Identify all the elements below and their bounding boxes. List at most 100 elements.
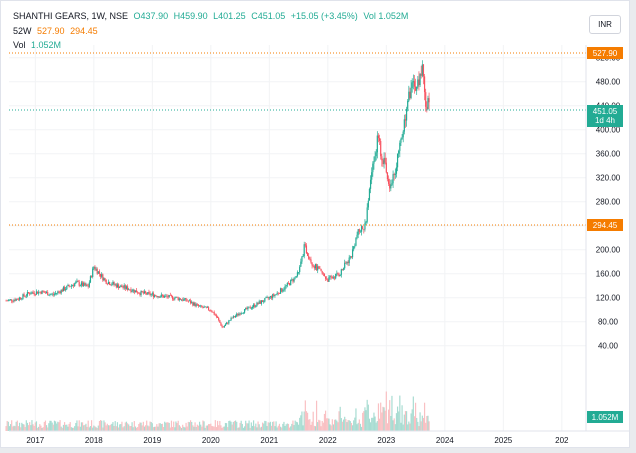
volume-bar xyxy=(200,424,202,431)
volume-bar xyxy=(237,427,239,431)
volume-bar xyxy=(410,413,412,431)
candle-body xyxy=(425,92,427,107)
candle-body xyxy=(305,245,308,254)
y-tick-label: 400.00 xyxy=(596,126,621,135)
volume-bar xyxy=(303,411,305,431)
volume-bar xyxy=(328,418,330,431)
candle-body xyxy=(167,296,169,298)
volume-bars xyxy=(5,391,430,431)
volume-bar xyxy=(123,426,125,431)
candle-body xyxy=(56,293,58,294)
volume-bar xyxy=(49,420,51,431)
volume-bar xyxy=(42,427,44,431)
candle-body xyxy=(107,281,110,285)
volume-bar xyxy=(165,422,167,431)
candle-body xyxy=(427,98,429,110)
volume-bar xyxy=(272,421,274,431)
volume-bar xyxy=(403,414,405,431)
currency-button[interactable]: INR xyxy=(589,15,621,34)
candle-body xyxy=(11,299,13,302)
volume-bar xyxy=(394,424,396,431)
volume-bar xyxy=(30,425,32,431)
volume-bar xyxy=(269,421,272,431)
candle-body xyxy=(428,98,430,103)
volume-bar xyxy=(223,426,225,431)
candle-body xyxy=(347,262,349,264)
volume-bar xyxy=(318,419,320,431)
price-chart[interactable]: 520.00480.00440.00400.00360.00320.00280.… xyxy=(1,1,630,448)
volume-bar xyxy=(182,424,184,431)
volume-bar xyxy=(211,425,213,431)
y-tick-label: 40.00 xyxy=(598,342,619,351)
candle-body xyxy=(57,291,59,294)
candle-body xyxy=(88,282,90,287)
candle-body xyxy=(125,286,128,289)
volume-bar xyxy=(191,421,193,431)
volume-bar xyxy=(339,406,341,431)
candle-body xyxy=(49,294,51,296)
candle-body xyxy=(178,298,180,301)
volume-bar xyxy=(70,427,72,431)
candle-body xyxy=(151,293,153,295)
candle-body xyxy=(324,276,327,279)
volume-bar xyxy=(132,427,134,431)
candle-body xyxy=(328,277,330,282)
volume-bar xyxy=(36,427,39,431)
volume-bar xyxy=(142,421,144,431)
volume-bar xyxy=(346,422,348,431)
candle-body xyxy=(22,294,24,299)
volume-bar xyxy=(129,426,131,431)
candle-body xyxy=(267,297,269,299)
candle-body xyxy=(216,316,219,318)
candle-body xyxy=(214,314,216,316)
candle-body xyxy=(283,289,285,291)
y-tick-label: 280.00 xyxy=(596,198,621,207)
volume-bar xyxy=(204,427,206,431)
candle-body xyxy=(169,294,171,296)
volume-bar xyxy=(63,422,66,431)
volume-bar xyxy=(423,402,426,431)
candle-body xyxy=(279,288,282,294)
volume-bar xyxy=(121,421,123,431)
volume-bar xyxy=(384,410,386,431)
candle-body xyxy=(20,297,22,300)
volume-bar xyxy=(112,422,114,431)
volume-bar xyxy=(390,415,392,431)
volume-bar xyxy=(270,425,273,431)
candle-body xyxy=(5,300,7,302)
candle-body xyxy=(66,285,68,290)
volume-bar xyxy=(171,426,174,431)
volume-bar xyxy=(422,417,425,431)
candle-body xyxy=(339,274,341,276)
candle-body xyxy=(362,226,364,230)
candle-body xyxy=(124,285,126,289)
candle-body xyxy=(349,256,351,258)
volume-bar xyxy=(322,422,324,431)
legend-change: +15.05 (+3.45%) xyxy=(290,11,358,21)
volume-bar xyxy=(102,427,104,431)
volume-bar xyxy=(88,427,90,431)
candle-body xyxy=(69,286,71,288)
candle-body xyxy=(86,284,88,287)
volume-bar xyxy=(242,427,245,431)
candle-body xyxy=(333,277,336,279)
volume-bar xyxy=(225,423,228,431)
volume-bar xyxy=(364,407,366,431)
candle-body xyxy=(399,142,401,151)
candle-body xyxy=(423,76,426,93)
volume-bar xyxy=(152,427,155,431)
candle-body xyxy=(21,298,23,300)
candle-body xyxy=(83,283,85,287)
volume-bar xyxy=(231,424,233,431)
candle-body xyxy=(233,316,236,318)
volume-bar xyxy=(50,420,52,431)
candle-body xyxy=(89,276,92,283)
candle-body xyxy=(110,284,112,286)
candle-body xyxy=(74,283,76,287)
candle-body xyxy=(270,296,273,299)
candle-body xyxy=(6,300,8,302)
candle-body xyxy=(393,174,395,176)
volume-bar xyxy=(291,423,293,431)
volume-bar xyxy=(184,427,186,431)
volume-bar xyxy=(311,421,313,431)
